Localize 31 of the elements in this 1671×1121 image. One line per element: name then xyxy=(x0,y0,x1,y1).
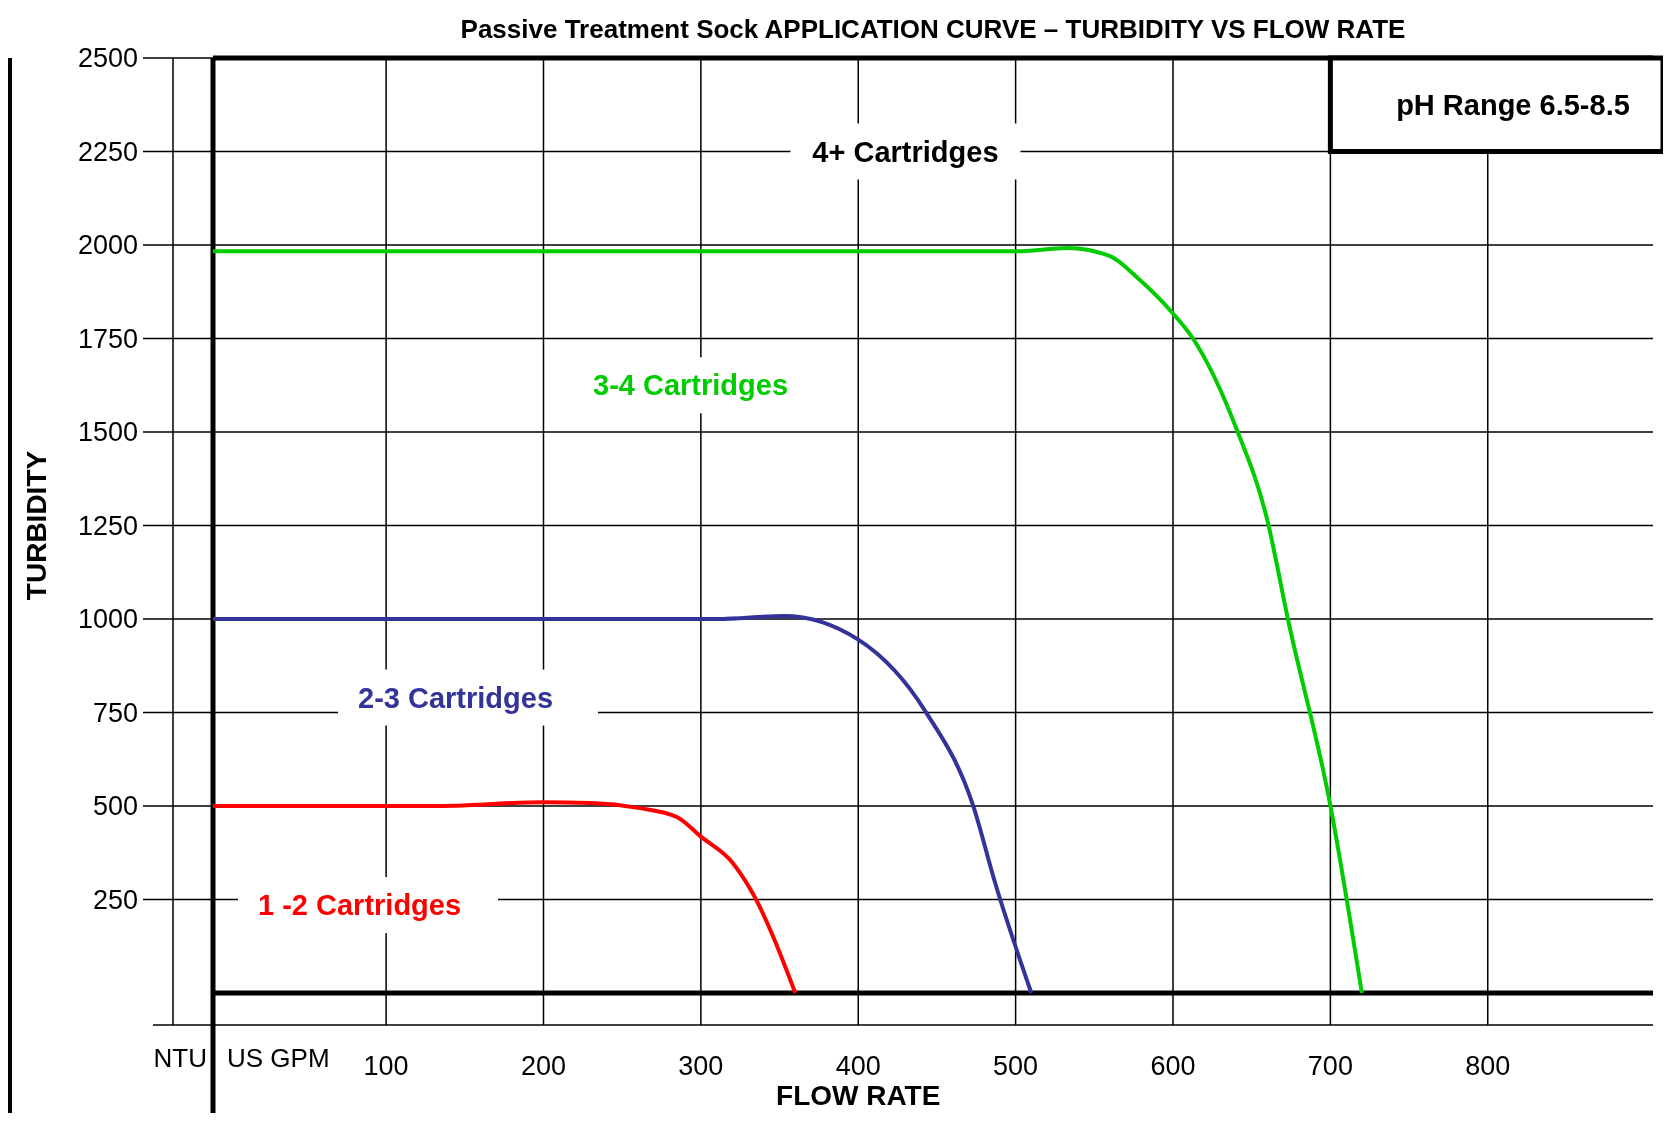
y-tick-label: 1500 xyxy=(77,417,138,448)
x-tick-label: 400 xyxy=(835,1051,881,1081)
y-tick-label: 1750 xyxy=(77,323,138,354)
annotation: pH Range 6.5-8.5 xyxy=(1396,88,1630,121)
x-tick-label: 600 xyxy=(1150,1051,1196,1081)
x-tick-label: 300 xyxy=(678,1051,724,1081)
x-tick-label: 800 xyxy=(1465,1051,1511,1081)
y-tick-label: 2000 xyxy=(77,230,138,261)
x-tick-label: 200 xyxy=(520,1051,567,1081)
y-axis-title: TURBIDITY xyxy=(21,450,52,601)
line-series xyxy=(211,800,798,995)
y-tick-label: 250 xyxy=(92,884,138,915)
x-tick-label: 700 xyxy=(1307,1051,1353,1081)
text: 3-4 Cartridges xyxy=(593,369,789,402)
text: US GPM xyxy=(227,1043,330,1074)
line-series xyxy=(211,614,1034,995)
text: 1 -2 Cartridges xyxy=(258,889,462,922)
x-tick-label: 100 xyxy=(363,1051,409,1081)
y-tick-label: 2250 xyxy=(77,136,138,167)
x-axis-title: FLOW RATE xyxy=(776,1080,941,1111)
annotation: 4+ Cartridges xyxy=(812,135,999,168)
y-tick-label: 1250 xyxy=(77,510,138,541)
text: NTU xyxy=(153,1043,207,1074)
y-tick-label: 1000 xyxy=(77,604,138,635)
text: 2-3 Cartridges xyxy=(358,681,554,714)
chart-title: Passive Treatment Sock APPLICATION CURVE – TURBIDITY VS FLOW RATE xyxy=(460,14,1406,44)
y-tick-label: 500 xyxy=(92,791,138,822)
y-tick-label: 2500 xyxy=(77,43,138,74)
y-tick-label: 750 xyxy=(92,697,138,728)
x-tick-label: 500 xyxy=(993,1051,1039,1081)
line-series xyxy=(211,245,1364,995)
